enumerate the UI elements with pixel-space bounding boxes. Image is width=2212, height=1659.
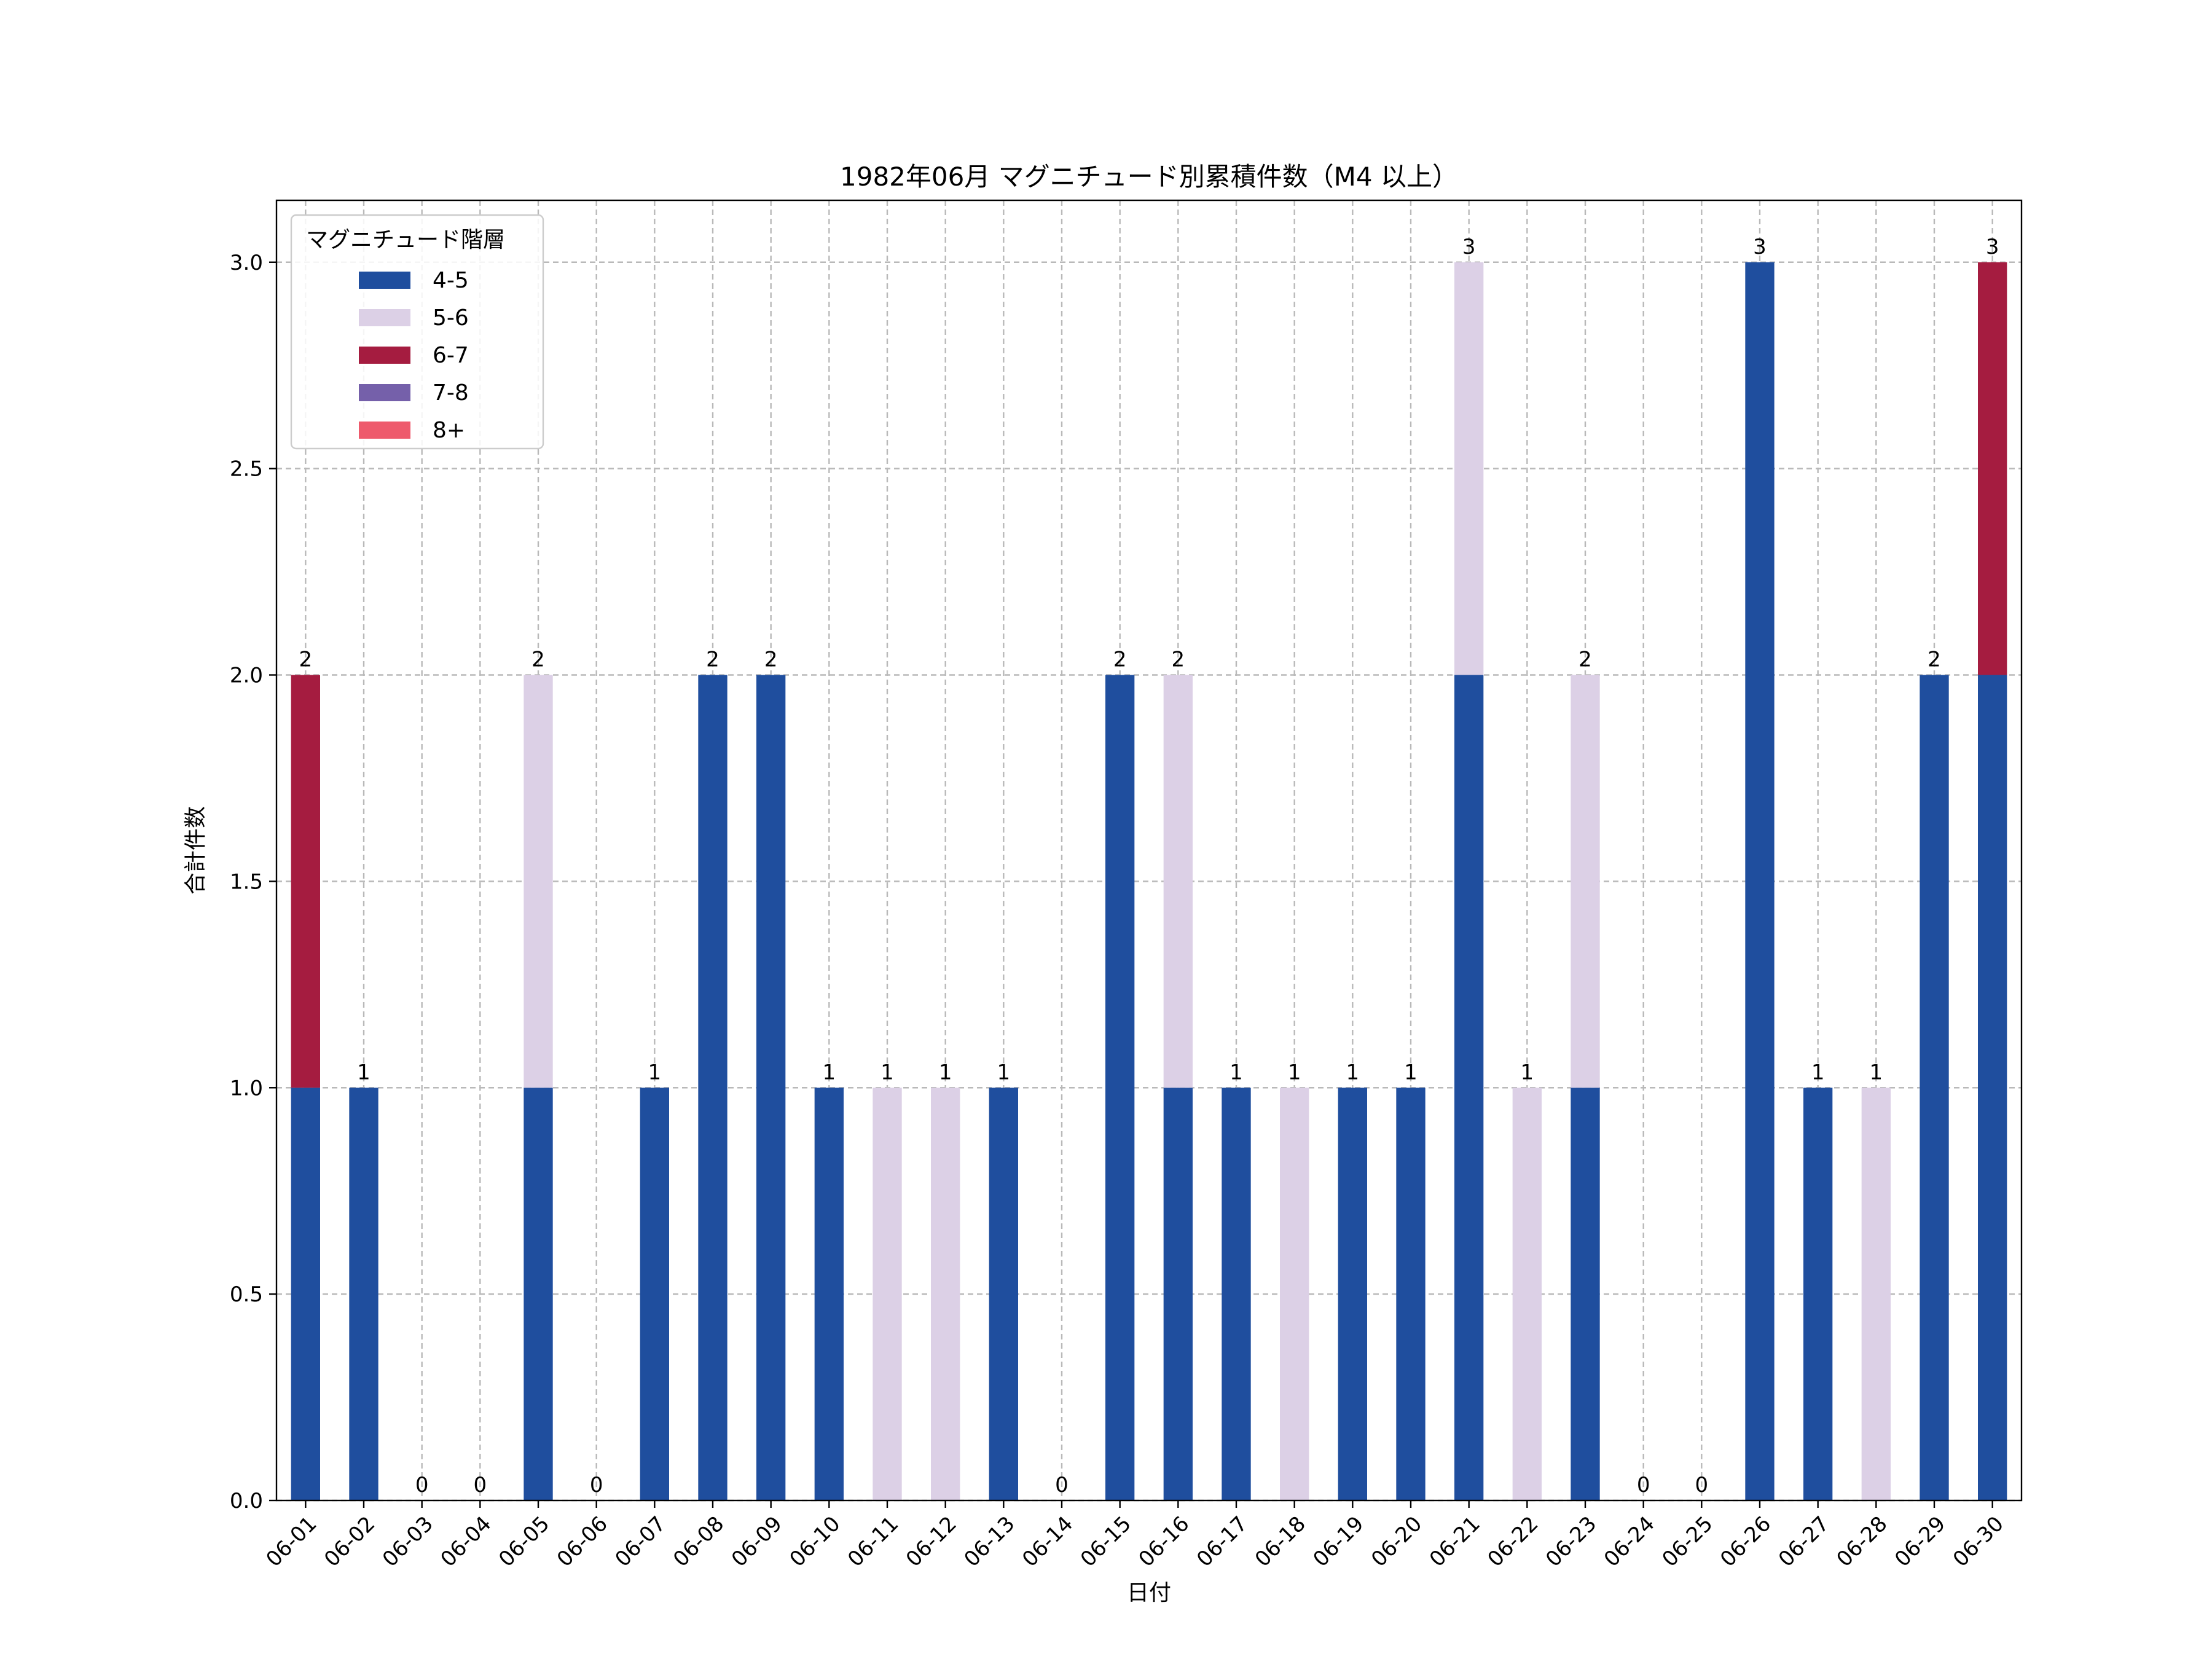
y-tick-label: 0.5: [230, 1282, 263, 1307]
bar-total-label: 1: [1811, 1060, 1825, 1084]
bar-4-5: [640, 1088, 669, 1500]
bar-4-5: [756, 675, 786, 1500]
bar-total-label: 2: [1113, 648, 1127, 672]
legend-label-8+: 8+: [433, 418, 465, 443]
bar-total-label: 1: [1870, 1060, 1883, 1084]
bar-4-5: [1571, 1088, 1600, 1500]
bar-4-5: [1978, 675, 2007, 1500]
bar-4-5: [1338, 1088, 1367, 1500]
legend-items: 4-5 5-6 6-7 7-8 8+: [359, 268, 469, 443]
bar-total-label: 1: [997, 1060, 1011, 1084]
bar-4-5: [698, 675, 728, 1500]
y-tick-label: 0.0: [230, 1489, 263, 1513]
y-tick-label: 1.0: [230, 1076, 263, 1100]
bar-total-label: 1: [1346, 1060, 1360, 1084]
bar-4-5: [1454, 675, 1484, 1500]
plot-frame: [275, 199, 2023, 1502]
bar-total-label: 3: [1753, 235, 1767, 259]
bar-4-5: [524, 1088, 553, 1500]
bar-total-label: 2: [764, 648, 778, 672]
y-axis: 0.0 0.5 1.0 1.5 2.0 2.5 3.0: [230, 251, 276, 1513]
legend-label-7-8: 7-8: [433, 380, 469, 406]
y-tick-label: 2.0: [230, 664, 263, 688]
bar-5-6: [931, 1088, 960, 1500]
bar-total-label: 1: [939, 1060, 952, 1084]
legend: マグニチュード階層 4-5 5-6 6-7 7-8 8+: [290, 214, 544, 450]
legend-title: マグニチュード階層: [306, 227, 505, 253]
bar-total-label: 0: [415, 1473, 429, 1497]
bar-total-label: 1: [357, 1060, 371, 1084]
legend-box: [290, 214, 544, 450]
bar-4-5: [989, 1088, 1018, 1500]
bar-total-label: 2: [1172, 648, 1185, 672]
legend-label-4-5: 4-5: [433, 268, 469, 293]
legend-swatch-8+: [359, 422, 410, 439]
bar-total-label: 3: [1462, 235, 1476, 259]
legend-swatch-5-6: [359, 309, 410, 326]
bar-4-5: [349, 1088, 378, 1500]
y-tick-label: 2.5: [230, 457, 263, 482]
legend-swatch-6-7: [359, 347, 410, 364]
bar-total-label: 0: [1637, 1473, 1650, 1497]
bar-6-7: [1978, 262, 2007, 675]
bar-5-6: [524, 675, 553, 1088]
bar-total-label: 1: [648, 1060, 662, 1084]
bar-total-label: 1: [1288, 1060, 1301, 1084]
bar-total-label: 2: [299, 648, 313, 672]
bar-6-7: [291, 675, 320, 1088]
bar-5-6: [1280, 1088, 1309, 1500]
bar-4-5: [1222, 1088, 1251, 1500]
bar-5-6: [1163, 675, 1193, 1088]
bar-5-6: [1512, 1088, 1542, 1500]
y-tick-label: 3.0: [230, 251, 263, 275]
bars: [291, 262, 2007, 1500]
bar-5-6: [1861, 1088, 1891, 1500]
y-axis-label: 合計件数: [183, 806, 208, 895]
bar-total-label: 1: [880, 1060, 894, 1084]
bar-4-5: [814, 1088, 844, 1500]
bar-total-label: 0: [1055, 1473, 1069, 1497]
bar-total-label: 0: [1695, 1473, 1709, 1497]
chart-title: 1982年06月 マグニチュード別累積件数（M4 以上）: [840, 162, 1458, 192]
x-axis-label: 日付: [1127, 1580, 1171, 1606]
bar-total-label: 2: [531, 648, 545, 672]
legend-swatch-4-5: [359, 272, 410, 289]
bar-4-5: [1803, 1088, 1833, 1500]
bar-total-label: 1: [1404, 1060, 1418, 1084]
bar-4-5: [1745, 262, 1775, 1500]
bar-total-label: 0: [474, 1473, 487, 1497]
bar-total-label: 1: [823, 1060, 836, 1084]
legend-label-5-6: 5-6: [433, 305, 469, 331]
bar-5-6: [1454, 262, 1484, 675]
legend-label-6-7: 6-7: [433, 343, 469, 368]
bar-4-5: [1396, 1088, 1426, 1500]
bar-labels: 2 1 0 0 2 0 1 2 2 1 1 1 1 0 2 2 1 1 1 1 3 1 2 0 0 3 1 1 2 3: [299, 235, 1999, 1497]
bar-4-5: [1163, 1088, 1193, 1500]
bar-4-5: [1920, 675, 1949, 1500]
y-tick-label: 1.5: [230, 869, 263, 894]
bar-total-label: 2: [1928, 648, 1941, 672]
bar-5-6: [873, 1088, 902, 1500]
bar-total-label: 2: [706, 648, 720, 672]
legend-swatch-7-8: [359, 384, 410, 401]
bar-total-label: 0: [590, 1473, 603, 1497]
bar-total-label: 2: [1579, 648, 1592, 672]
bar-total-label: 3: [1986, 235, 1999, 259]
bar-4-5: [1105, 675, 1135, 1500]
bar-5-6: [1571, 675, 1600, 1088]
bar-4-5: [291, 1088, 320, 1500]
bar-total-label: 1: [1230, 1060, 1243, 1084]
bar-total-label: 1: [1521, 1060, 1534, 1084]
